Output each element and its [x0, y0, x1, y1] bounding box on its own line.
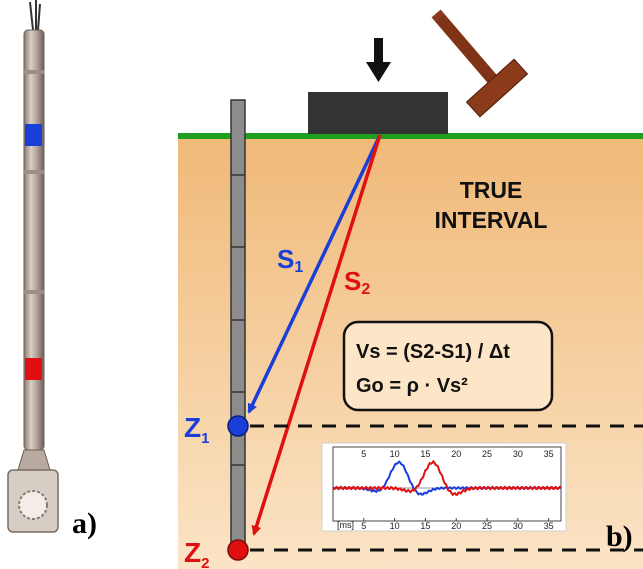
- diagram-title-line2: INTERVAL: [435, 207, 548, 233]
- waveform-tick-label-top: 35: [544, 449, 554, 459]
- panel-a-label: a): [72, 507, 97, 540]
- cpt-diagram: TRUE INTERVAL S1 S2 Vs = (S2-S1) / Δt Go…: [178, 9, 643, 569]
- waveform-unit-label: [ms]: [337, 520, 354, 530]
- probe-sensor-lower: [25, 358, 42, 380]
- probe-band: [24, 70, 44, 74]
- probe-band: [24, 170, 44, 174]
- receiver-z1: [227, 415, 249, 437]
- probe-rod: [23, 29, 45, 451]
- diagram-title-line1: TRUE: [460, 177, 523, 203]
- waveform-tick-label-top: 30: [513, 449, 523, 459]
- probe-band: [24, 290, 44, 294]
- ray-s2: [251, 134, 382, 536]
- waveform-tick-label-bottom: 25: [482, 521, 492, 531]
- probe-cone: [17, 449, 51, 471]
- probe-cable: [29, 0, 41, 31]
- probe-sensor-upper: [25, 124, 42, 146]
- panel-b-label: b): [606, 520, 633, 553]
- waveform-tick-label-top: 10: [390, 449, 400, 459]
- formula-velocity: Vs = (S2-S1) / Δt: [356, 341, 510, 363]
- waveform-tick-label-top: 15: [420, 449, 430, 459]
- formula-modulus: Go = ρ · Vs²: [356, 375, 468, 397]
- waveform-tick-label-top: 20: [451, 449, 461, 459]
- depth-z1-label: Z1: [184, 412, 209, 447]
- waveform-tick-label-top: 25: [482, 449, 492, 459]
- waveform-inset: 5 5 10 10 15 15 20 20 25 25 30 30 35 35 [ms]: [321, 442, 567, 532]
- receiver-z2: [227, 539, 249, 561]
- waveform-tick-label-bottom: 30: [513, 521, 523, 531]
- waveform-tick-label-bottom: 10: [390, 521, 400, 531]
- waveform-z2-trace: [332, 459, 562, 497]
- hammer-icon: [431, 9, 529, 118]
- probe-photo: a): [7, 0, 97, 540]
- probe-base-ring: [18, 490, 48, 520]
- ground-surface-grass: [178, 133, 643, 139]
- ray-s1-label: S1: [277, 244, 303, 276]
- rod-segment-marks: [231, 174, 245, 466]
- source-pad: [308, 92, 448, 134]
- waveform-tick-label-bottom: 15: [420, 521, 430, 531]
- ray-s2-label: S2: [344, 266, 370, 298]
- cpt-rod: [230, 99, 246, 546]
- waveform-tick-label-bottom: 20: [451, 521, 461, 531]
- waveform-tick-label-top: 5: [361, 449, 366, 459]
- depth-z2-label: Z2: [184, 537, 209, 569]
- waveform-tick-label-bottom: 5: [361, 521, 366, 531]
- ray-s1: [247, 134, 382, 414]
- waveform-plot-area: [332, 446, 562, 522]
- down-arrow-icon: [366, 38, 391, 82]
- formula-box: [342, 320, 554, 412]
- waveform-tick-label-bottom: 35: [544, 521, 554, 531]
- waveform-ticks: 5 5 10 10 15 15 20 20 25 25 30 30 35 35: [361, 449, 553, 531]
